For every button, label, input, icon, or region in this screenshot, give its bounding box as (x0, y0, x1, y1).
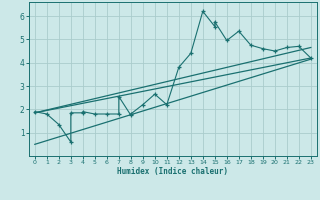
X-axis label: Humidex (Indice chaleur): Humidex (Indice chaleur) (117, 167, 228, 176)
